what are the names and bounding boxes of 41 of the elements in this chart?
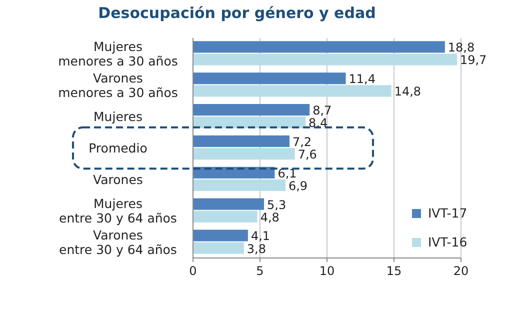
bar: [193, 230, 248, 242]
data-label: 6,9: [288, 178, 308, 193]
data-label: 18,8: [448, 40, 475, 55]
y-tick-label: Mujeres menores a 30 años: [58, 39, 178, 68]
bar: [193, 135, 290, 147]
bar: [193, 210, 258, 222]
data-label: 4,8: [260, 210, 280, 224]
data-label: 7,2: [292, 134, 312, 149]
bar: [193, 54, 457, 66]
legend-label: IVT-17: [428, 205, 468, 220]
bar: [193, 179, 286, 191]
y-tick-label: Varones menores a 30 años: [58, 70, 178, 100]
data-label: 3,8: [246, 242, 266, 256]
bar: [193, 85, 392, 97]
y-tick-label: Mujeres entre 30 y 64 años: [59, 196, 177, 226]
data-label: 4,1: [250, 229, 270, 244]
data-label: 5,3: [267, 198, 286, 212]
y-tick-label: Varones entre 30 y 64 años: [59, 228, 177, 258]
x-tick-label: 20: [453, 264, 469, 278]
y-tick-label: Promedio: [88, 140, 148, 156]
bar: [193, 198, 264, 210]
data-label: 7,6: [298, 147, 317, 162]
data-label: 19,7: [460, 53, 487, 68]
data-label: 14,8: [394, 84, 422, 99]
bar: [193, 104, 310, 116]
y-tick-label: Varones: [93, 172, 143, 187]
x-tick-label: 15: [386, 264, 402, 278]
x-tick-label: 5: [256, 264, 264, 278]
data-label: 8,4: [308, 116, 328, 130]
bar: [193, 116, 306, 128]
bar: [193, 41, 445, 53]
x-tick-label: 0: [189, 264, 197, 278]
data-label: 8,7: [312, 103, 332, 118]
x-tick-label: 10: [319, 264, 335, 278]
bar: [193, 148, 295, 160]
bar: [193, 72, 346, 84]
chart-title: Desocupación por género y edad: [98, 4, 376, 22]
data-label: 11,4: [348, 72, 376, 86]
legend-label: IVT-16: [428, 234, 468, 250]
bar: [193, 242, 244, 254]
y-tick-label: Mujeres: [94, 108, 142, 124]
